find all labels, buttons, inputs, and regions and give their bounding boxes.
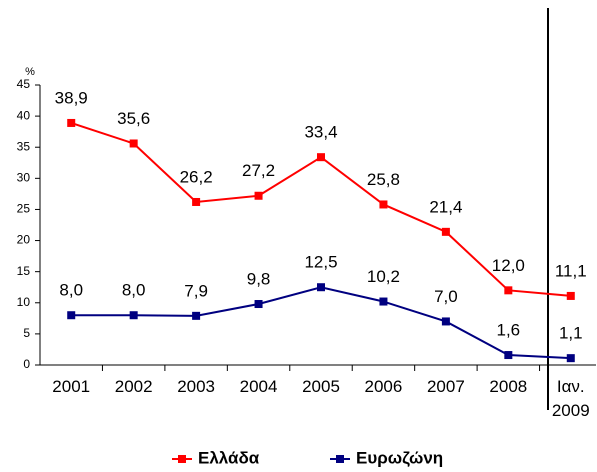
- y-tick-label: 45: [17, 77, 31, 91]
- data-label: 12,0: [492, 256, 525, 275]
- y-tick-label: 25: [17, 202, 31, 216]
- y-tick-label: 20: [17, 233, 31, 247]
- x-tick-label: 2007: [426, 377, 465, 396]
- point-marker: [504, 286, 513, 295]
- data-label: 38,9: [55, 88, 88, 107]
- y-tick-label: 15: [17, 264, 31, 278]
- point-marker: [254, 300, 263, 309]
- point-marker: [192, 197, 201, 206]
- point-marker: [317, 283, 325, 292]
- x-tick-label: 2005: [302, 377, 340, 396]
- data-label: 9,8: [247, 270, 271, 289]
- data-label: 33,4: [304, 123, 337, 142]
- legend-marker: [336, 455, 344, 463]
- y-tick-label: 10: [17, 295, 31, 309]
- legend-marker: [178, 455, 186, 463]
- y-tick-label: 30: [17, 171, 31, 185]
- data-label: 10,2: [367, 267, 400, 286]
- point-marker: [254, 191, 263, 200]
- y-tick-label: 0: [23, 357, 30, 371]
- point-marker: [379, 297, 388, 306]
- x-tick-label: Ιαν. 2009: [551, 377, 590, 420]
- point-marker: [566, 291, 575, 300]
- legend-label: Ελλάδα: [198, 448, 260, 467]
- x-tick-label: 2003: [177, 377, 216, 396]
- x-tick-label: 2006: [364, 377, 403, 396]
- point-marker: [317, 153, 325, 162]
- point-marker: [504, 351, 513, 360]
- point-marker: [379, 200, 388, 209]
- x-tick-label: 2008: [489, 377, 528, 396]
- point-marker: [129, 311, 138, 320]
- data-label: 25,8: [367, 170, 400, 189]
- y-tick-label: 5: [23, 326, 30, 340]
- data-label: 7,9: [184, 281, 208, 300]
- point-marker: [441, 317, 450, 326]
- point-marker: [129, 139, 138, 148]
- x-tick-label: 2004: [239, 377, 278, 396]
- data-label: 35,6: [117, 109, 150, 128]
- data-label: 7,0: [434, 287, 458, 306]
- point-marker: [67, 311, 76, 320]
- data-label: 11,1: [555, 261, 587, 280]
- data-label: 8,0: [122, 281, 146, 300]
- data-label: 12,5: [304, 253, 337, 272]
- x-tick-label: 2002: [114, 377, 153, 396]
- point-marker: [192, 311, 201, 320]
- point-marker: [67, 118, 76, 127]
- data-label: 1,6: [497, 321, 521, 340]
- data-label: 27,2: [242, 161, 275, 180]
- data-label: 8,0: [59, 281, 83, 300]
- y-tick-label: 35: [17, 139, 31, 153]
- data-label: 1,1: [559, 324, 583, 343]
- x-tick-label: 2001: [52, 377, 91, 396]
- point-marker: [566, 354, 575, 363]
- unit-label: %: [25, 66, 35, 78]
- point-marker: [441, 227, 450, 236]
- data-label: 21,4: [429, 197, 462, 216]
- y-tick-label: 40: [17, 108, 31, 122]
- data-label: 26,2: [180, 167, 213, 186]
- legend-label: Ευρωζώνη: [356, 448, 443, 467]
